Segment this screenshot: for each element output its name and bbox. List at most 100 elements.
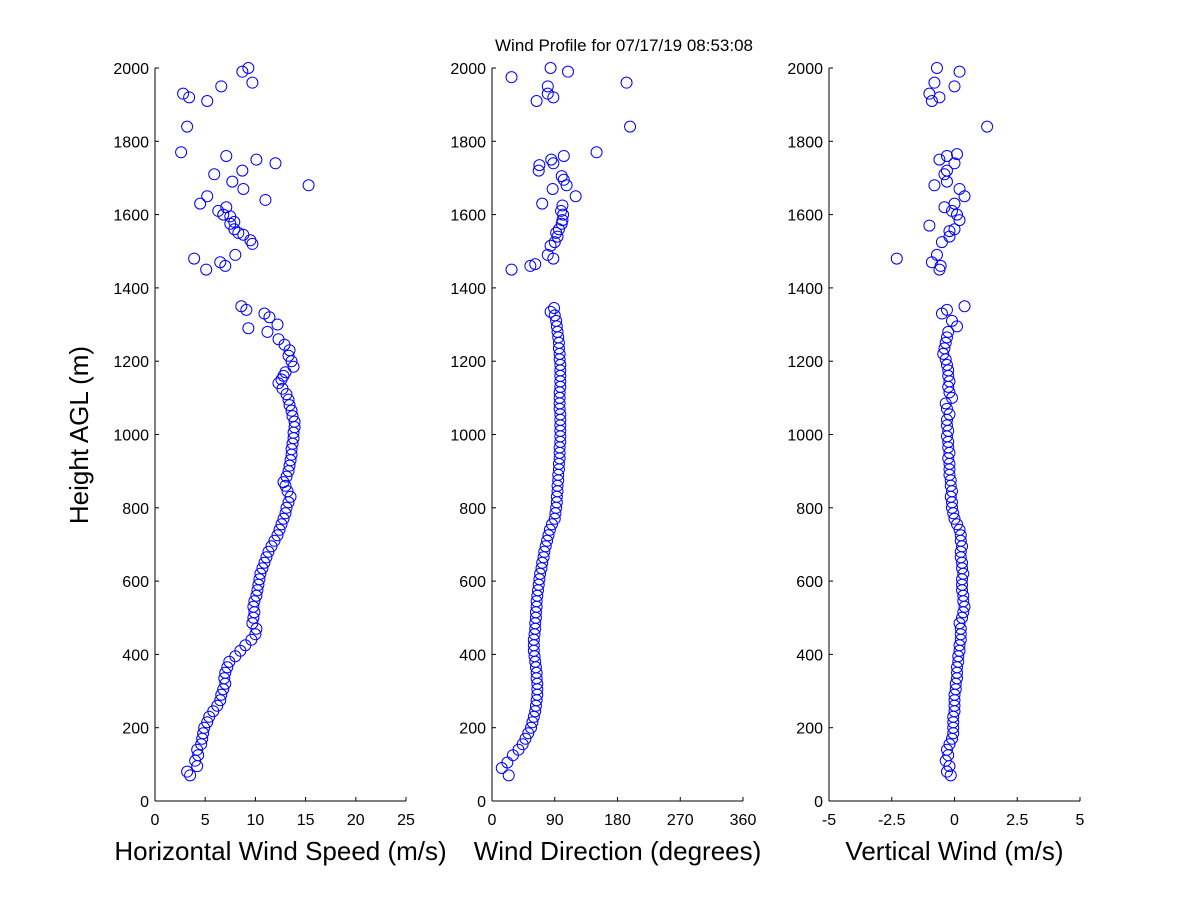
x-tick-label: 15 (297, 812, 315, 829)
data-point (242, 322, 255, 335)
data-point (184, 769, 197, 782)
data-point (285, 404, 298, 417)
data-point (945, 314, 958, 327)
data-point (265, 540, 278, 553)
data-point (286, 410, 299, 423)
data-point (940, 358, 953, 371)
data-point (247, 600, 260, 613)
data-point (516, 738, 529, 751)
data-point (890, 252, 903, 265)
data-point (940, 743, 953, 756)
data-point (954, 529, 967, 542)
y-tick-label: 800 (459, 501, 486, 518)
data-point (958, 300, 971, 313)
data-point (560, 179, 573, 192)
figure-title: Wind Profile for 07/17/19 08:53:08 (495, 36, 753, 55)
y-tick-label: 0 (140, 794, 149, 811)
data-point (545, 153, 558, 166)
x-tick-label: -2.5 (878, 812, 906, 829)
data-point (258, 556, 271, 569)
data-point (272, 333, 285, 346)
y-tick-label: 200 (459, 721, 486, 738)
data-point (529, 258, 542, 271)
data-point (569, 190, 582, 203)
data-point (953, 214, 966, 227)
data-point (302, 179, 315, 192)
data-point (275, 518, 288, 531)
y-axis-label: Height AGL (m) (64, 346, 94, 524)
data-point (505, 71, 518, 84)
data-point (236, 164, 249, 177)
x-tick-label: 0 (488, 812, 497, 829)
data-point (561, 65, 574, 78)
data-point (953, 523, 966, 536)
data-point (215, 80, 228, 93)
y-tick-label: 1200 (787, 354, 823, 371)
data-point (198, 721, 211, 734)
y-tick-label: 600 (122, 574, 149, 591)
data-point (256, 562, 269, 575)
data-point (541, 80, 554, 93)
data-point (177, 87, 190, 100)
data-point (541, 534, 554, 547)
y-tick-label: 200 (122, 721, 149, 738)
data-point (250, 153, 263, 166)
data-point (284, 490, 297, 503)
data-point (197, 727, 210, 740)
data-point (548, 302, 561, 315)
data-point (548, 236, 561, 249)
data-point (526, 716, 539, 729)
data-point (240, 303, 253, 316)
data-point (544, 62, 557, 74)
data-point (214, 256, 227, 269)
x-tick-label: 0 (950, 812, 959, 829)
x-tick-label: 5 (201, 812, 210, 829)
panel-3: 0 200 400 600 800 1000 1200 1400 1600 1800 2000 -5 -… (787, 61, 1084, 866)
data-point (942, 325, 955, 338)
data-point (546, 182, 559, 195)
data-point (212, 204, 225, 217)
data-point (942, 364, 955, 377)
data-point (956, 611, 969, 624)
data-point (214, 694, 227, 707)
data-point (557, 149, 570, 162)
data-point (940, 331, 953, 344)
data-point (259, 193, 272, 206)
y-tick-label: 0 (814, 794, 823, 811)
x-tick-label: 270 (667, 812, 694, 829)
data-point (533, 159, 546, 172)
data-point (530, 94, 543, 107)
data-point (940, 164, 953, 177)
data-point (536, 197, 549, 210)
data-point (953, 617, 966, 630)
data-point (280, 501, 293, 514)
data-point (943, 225, 956, 238)
data-point (221, 661, 234, 674)
data-point (930, 248, 943, 261)
data-point (550, 314, 563, 327)
data-point (944, 769, 957, 782)
data-point (215, 688, 228, 701)
data-point (201, 94, 214, 107)
data-point (940, 402, 953, 415)
data-point (502, 769, 515, 782)
data-point (246, 76, 259, 89)
data-point (253, 573, 266, 586)
data-point (548, 309, 561, 322)
data-point (556, 199, 569, 212)
data-point (287, 360, 300, 373)
data-point (273, 523, 286, 536)
y-tick-label: 800 (796, 501, 823, 518)
data-point (244, 234, 257, 247)
data-point (953, 65, 966, 78)
data-point (543, 523, 556, 536)
x-tick-label: 25 (397, 812, 415, 829)
data-point (248, 595, 261, 608)
data-point (262, 545, 275, 558)
data-point (940, 175, 953, 188)
data-point (200, 263, 213, 276)
data-point (258, 307, 271, 320)
panel-2: 0 200 400 600 800 1000 1200 1400 1600 1800 2000 0 90… (450, 61, 761, 866)
